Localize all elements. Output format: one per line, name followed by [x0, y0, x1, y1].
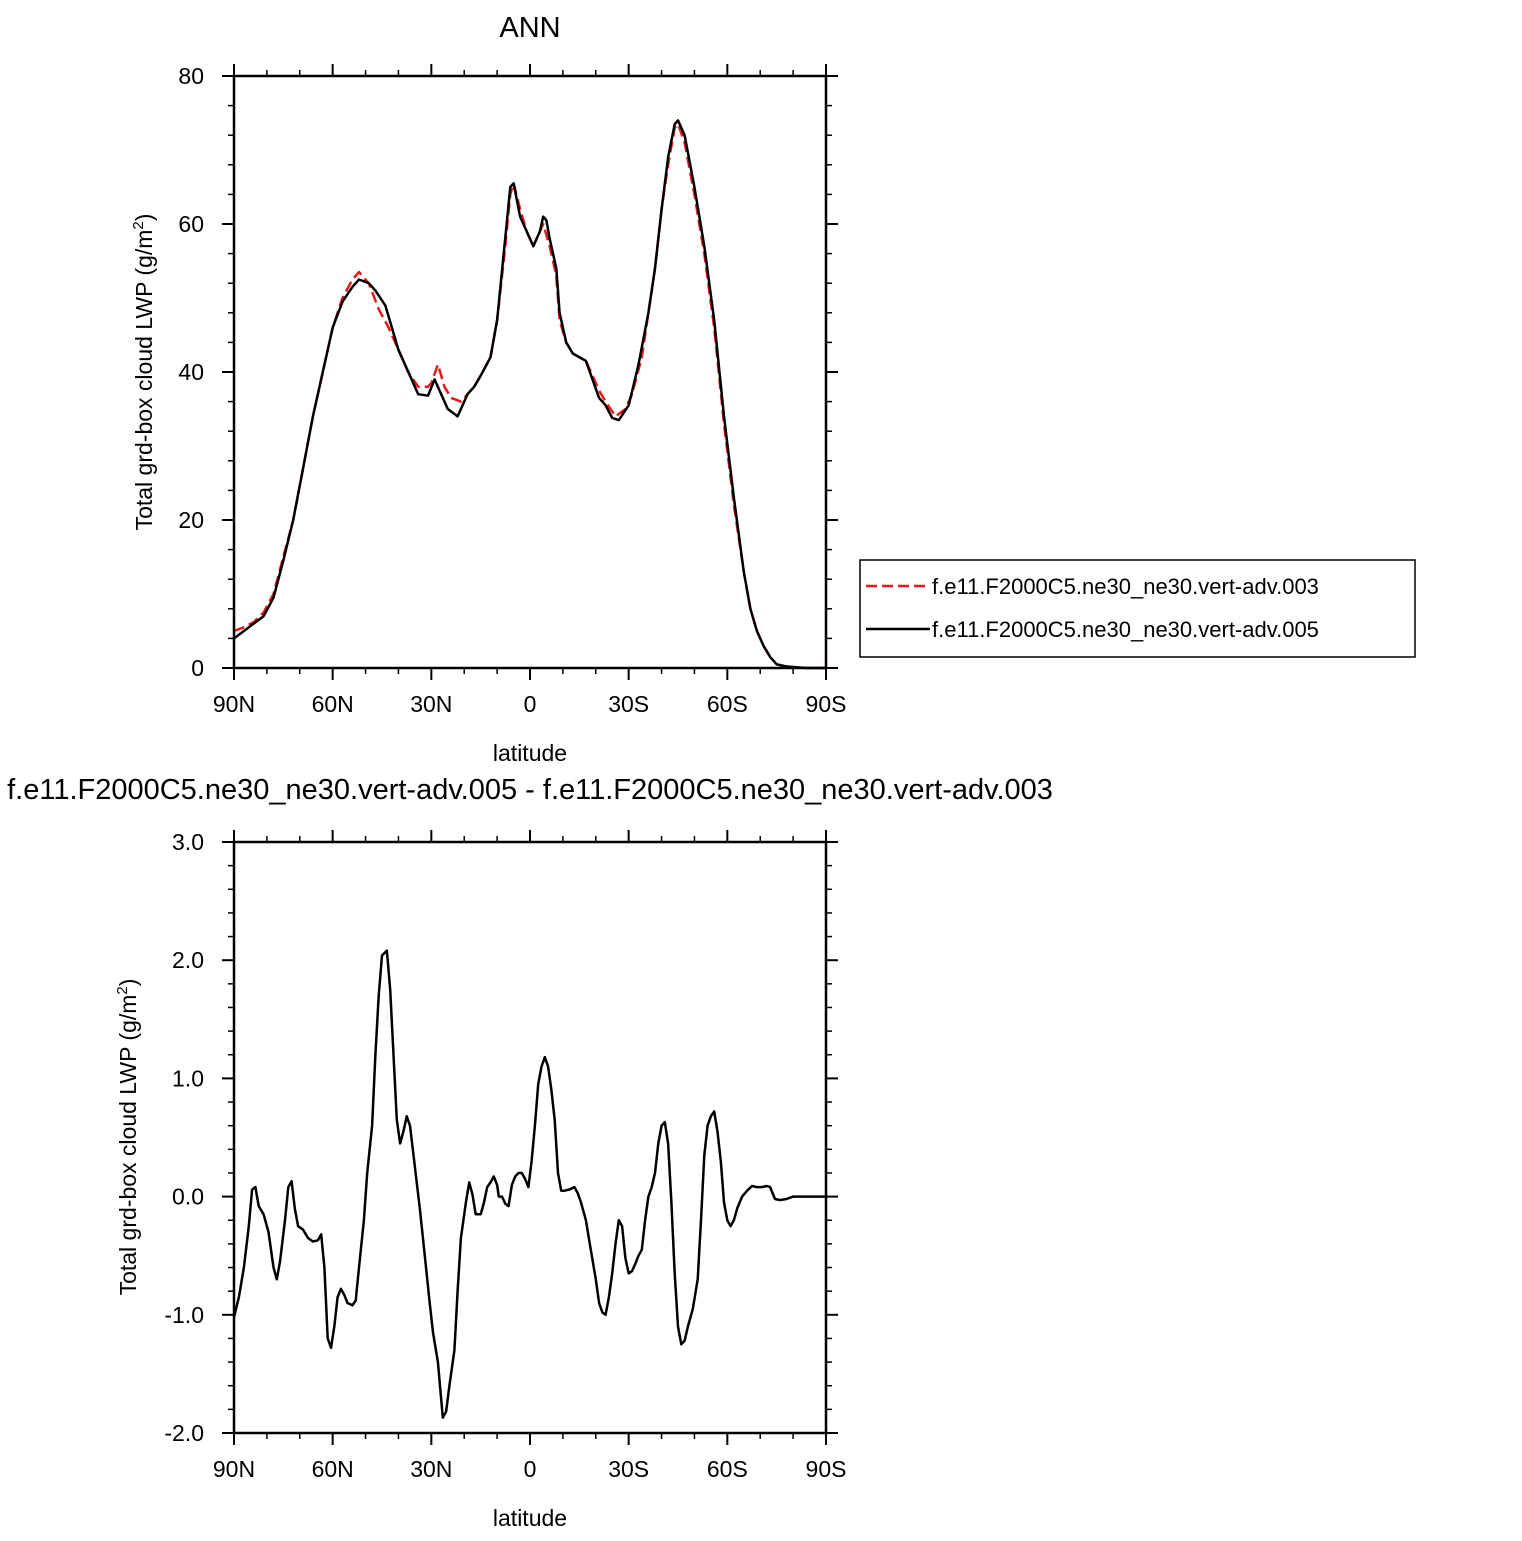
bottom-panel: f.e11.F2000C5.ne30_ne30.vert-adv.005 - f…	[7, 774, 1053, 1531]
bottom-x-tick-label: 90N	[213, 1456, 255, 1482]
top-x-tick-label: 60N	[312, 691, 354, 717]
legend-label-vert-adv-003: f.e11.F2000C5.ne30_ne30.vert-adv.003	[932, 574, 1319, 599]
top-plot-frame	[232, 74, 828, 670]
bottom-x-axis-label: latitude	[493, 1505, 567, 1531]
top-y-tick-label: 40	[178, 359, 204, 385]
bottom-y-tick-label: 2.0	[172, 947, 204, 973]
top-x-tick-label: 0	[524, 691, 537, 717]
legend: f.e11.F2000C5.ne30_ne30.vert-adv.003 f.e…	[859, 559, 1416, 658]
bottom-x-tick-label: 30S	[608, 1456, 649, 1482]
top-x-tick-label: 30N	[410, 691, 452, 717]
top-x-tick-label: 30S	[608, 691, 649, 717]
top-chart-title: ANN	[499, 12, 560, 44]
top-y-tick-label: 80	[178, 63, 204, 89]
bottom-x-tick-label: 30N	[410, 1456, 452, 1482]
top-panel: ANN 90N 60N 30N 0 30S 60S 90S 0 20 40 60 80 latitud…	[130, 12, 1416, 766]
top-x-axis-label: latitude	[493, 740, 567, 766]
bottom-x-tick-label: 60S	[707, 1456, 748, 1482]
bottom-y-tick-label: -1.0	[164, 1302, 204, 1328]
bottom-x-tick-label: 60N	[312, 1456, 354, 1482]
bottom-axes: 90N 60N 30N 0 30S 60S 90S -2.0 -1.0 0.0 1.0 2.0 3.0	[164, 829, 846, 1482]
top-series-line-vert-adv-003	[233, 122, 826, 670]
top-x-tick-label: 90S	[806, 691, 847, 717]
top-y-axis-label: Total grd-box cloud LWP (g/m2)	[130, 214, 157, 531]
top-y-tick-label: 20	[178, 507, 204, 533]
bottom-y-tick-label: 1.0	[172, 1065, 204, 1091]
bottom-chart-title: f.e11.F2000C5.ne30_ne30.vert-adv.005 - f…	[7, 774, 1053, 806]
top-y-tick-label: 60	[178, 211, 204, 237]
top-x-tick-label: 60S	[707, 691, 748, 717]
top-axes: 90N 60N 30N 0 30S 60S 90S 0 20 40 60 80	[178, 63, 846, 717]
bottom-x-tick-label: 0	[524, 1456, 537, 1482]
bottom-y-axis-label: Total grd-box cloud LWP (g/m2)	[114, 979, 141, 1296]
bottom-y-tick-label: -2.0	[164, 1420, 204, 1446]
bottom-y-tick-label: 3.0	[172, 829, 204, 855]
bottom-x-tick-label: 90S	[806, 1456, 847, 1482]
bottom-y-tick-label: 0.0	[172, 1184, 204, 1210]
top-y-tick-label: 0	[191, 655, 204, 681]
bottom-series-line-difference	[232, 949, 826, 1419]
top-x-tick-label: 90N	[213, 691, 255, 717]
legend-label-vert-adv-005: f.e11.F2000C5.ne30_ne30.vert-adv.005	[932, 617, 1319, 642]
legend-box	[859, 559, 1416, 658]
bottom-plot-frame	[232, 840, 828, 1435]
top-series-line-vert-adv-005	[233, 119, 826, 670]
